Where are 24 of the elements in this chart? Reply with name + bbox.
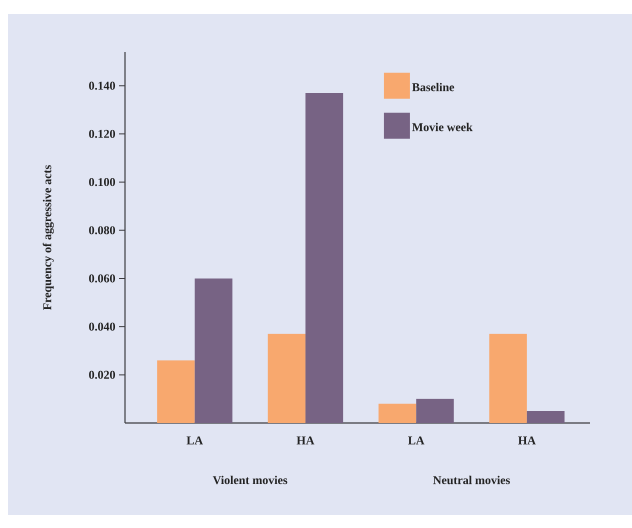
x-tick-label: LA — [408, 436, 424, 444]
text: Neutral movies — [433, 476, 510, 484]
y-tick-label: 0.040 — [89, 322, 116, 331]
y-tick-label: 0.140 — [89, 82, 116, 90]
bar — [157, 360, 195, 423]
x-tick-label: HA — [296, 436, 314, 444]
legend-label: Baseline — [412, 82, 454, 92]
y-tick-label: 0.120 — [89, 130, 116, 138]
x-tick-label: LA — [186, 436, 203, 444]
bar — [526, 410, 565, 423]
y-tick-label: 0.080 — [89, 226, 116, 234]
text: Violent movies — [212, 476, 288, 484]
y-axis-title: Frequency of aggressive acts — [42, 165, 54, 310]
bar — [268, 334, 306, 423]
bar — [305, 92, 344, 423]
bar — [489, 334, 527, 423]
bar — [416, 398, 454, 423]
bar — [378, 404, 416, 423]
y-tick-label: 0.020 — [89, 370, 116, 379]
legend-label: Movie week — [412, 122, 473, 132]
y-tick-label: 0.060 — [89, 274, 116, 283]
bar — [194, 278, 232, 423]
x-tick-label: HA — [518, 436, 536, 444]
y-tick-label: 0.100 — [89, 178, 116, 186]
